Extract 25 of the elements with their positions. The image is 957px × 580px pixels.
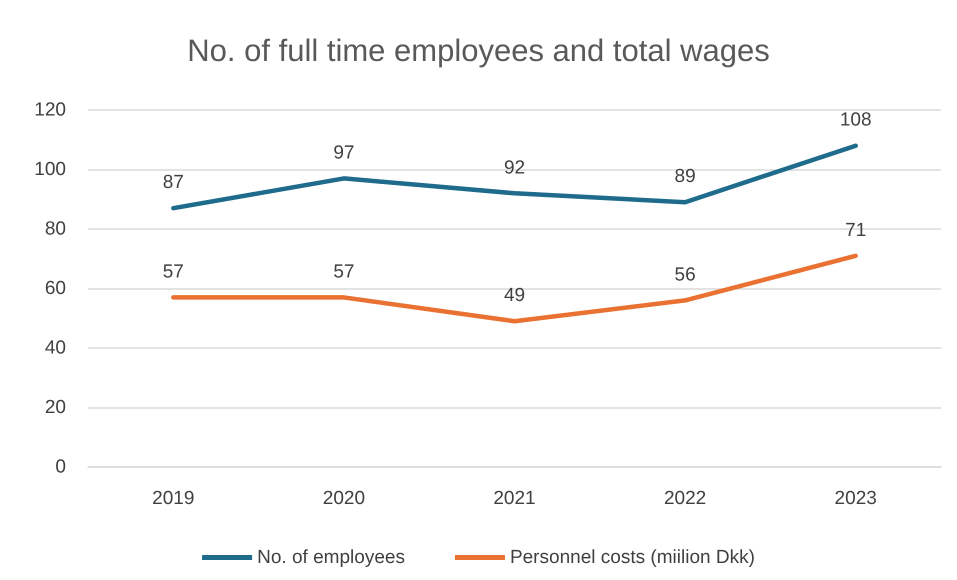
x-tick-label: 2019	[152, 488, 194, 509]
y-tick-label: 40	[44, 338, 66, 358]
data-label: 89	[674, 166, 696, 188]
data-label: 56	[674, 264, 696, 286]
data-label: 49	[504, 285, 526, 306]
legend-label: Personnel costs (miilion Dkk)	[510, 547, 755, 568]
y-tick-label: 80	[44, 218, 66, 240]
legend-label: No. of employees	[257, 547, 405, 568]
data-label: 57	[333, 261, 354, 282]
data-label: 71	[845, 220, 866, 241]
data-label: 97	[333, 142, 354, 164]
x-tick-label: 2023	[834, 488, 877, 509]
chart-title: No. of full time employees and total wages	[187, 33, 770, 68]
y-tick-label: 60	[44, 278, 66, 299]
data-label: 57	[162, 261, 184, 282]
x-tick-label: 2022	[664, 488, 706, 509]
x-tick-label: 2020	[322, 488, 366, 509]
x-tick-label: 2021	[493, 488, 536, 509]
data-label: 87	[162, 172, 184, 194]
y-tick-label: 120	[34, 100, 66, 120]
y-tick-label: 20	[44, 397, 66, 418]
data-label: 108	[840, 110, 872, 131]
data-label: 92	[504, 157, 526, 178]
y-tick-label: 0	[55, 456, 66, 478]
y-tick-label: 100	[34, 159, 66, 180]
